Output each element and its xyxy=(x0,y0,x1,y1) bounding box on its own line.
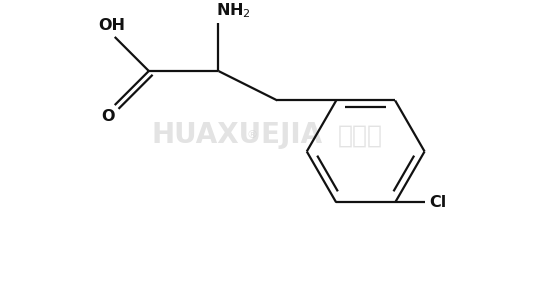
Text: NH$_2$: NH$_2$ xyxy=(216,1,251,20)
Text: HUAXUEJIA: HUAXUEJIA xyxy=(152,122,323,149)
Text: OH: OH xyxy=(99,18,125,33)
Text: O: O xyxy=(101,109,115,124)
Text: ®: ® xyxy=(240,130,258,140)
Text: Cl: Cl xyxy=(429,195,446,210)
Text: 化学加: 化学加 xyxy=(338,123,383,147)
